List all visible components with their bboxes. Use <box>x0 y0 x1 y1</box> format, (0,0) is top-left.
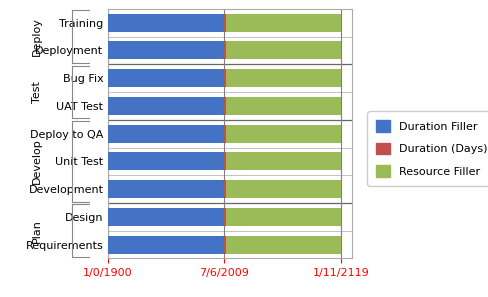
Bar <box>107 208 224 226</box>
Text: Develop: Develop <box>32 138 41 184</box>
Text: Test: Test <box>32 81 41 103</box>
Bar <box>224 152 225 170</box>
Bar <box>225 208 341 226</box>
Bar <box>224 208 225 226</box>
Bar <box>225 42 341 59</box>
Bar <box>224 42 225 59</box>
Bar <box>224 180 225 198</box>
Bar <box>225 180 341 198</box>
Bar <box>107 69 224 87</box>
Bar <box>224 236 225 254</box>
Bar <box>107 180 224 198</box>
Text: Plan: Plan <box>32 219 41 243</box>
Bar <box>224 125 225 143</box>
Legend: Duration Filler, Duration (Days), Resource Filler: Duration Filler, Duration (Days), Resour… <box>366 111 488 186</box>
Bar <box>107 236 224 254</box>
Bar <box>107 97 224 115</box>
Bar <box>225 14 341 32</box>
Bar <box>107 14 224 32</box>
Bar <box>225 69 341 87</box>
Bar <box>225 152 341 170</box>
Bar <box>225 97 341 115</box>
Bar <box>225 125 341 143</box>
Bar <box>225 236 341 254</box>
Bar <box>224 69 225 87</box>
Bar <box>107 152 224 170</box>
Bar <box>107 125 224 143</box>
Bar <box>224 97 225 115</box>
Bar <box>224 14 225 32</box>
Text: Deploy: Deploy <box>32 17 41 56</box>
Bar <box>107 42 224 59</box>
